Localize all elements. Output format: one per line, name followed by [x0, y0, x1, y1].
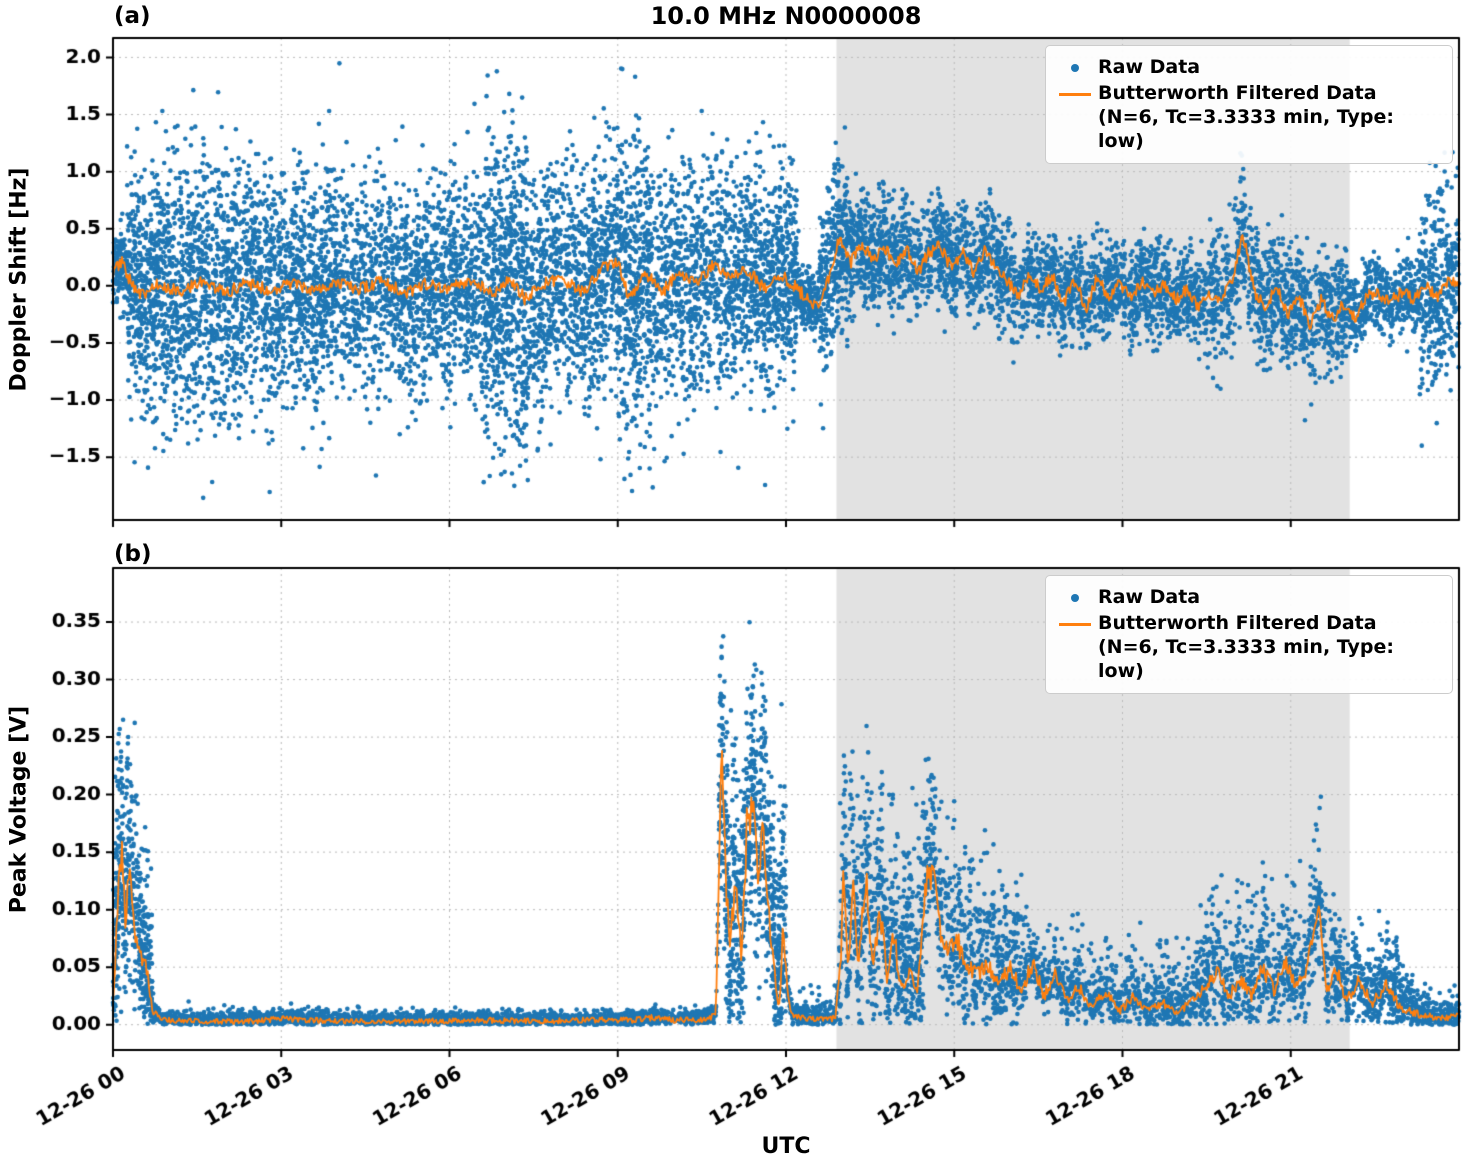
- legend-panel-a: Raw Data Butterworth Filtered Data (N=6,…: [1045, 45, 1453, 165]
- filtered-line-icon: [1059, 622, 1091, 626]
- legend-marker-cell: [1052, 586, 1098, 610]
- legend-item-raw: Raw Data: [1052, 586, 1442, 610]
- panel-a-ylabel-wrap: Doppler Shift [Hz]: [2, 38, 36, 520]
- legend-item-filtered: Butterworth Filtered Data (N=6, Tc=3.333…: [1052, 82, 1442, 153]
- legend-filtered-label-block: Butterworth Filtered Data (N=6, Tc=3.333…: [1098, 612, 1442, 683]
- legend-filtered-label-block: Butterworth Filtered Data (N=6, Tc=3.333…: [1098, 82, 1442, 153]
- filtered-line-icon: [1059, 92, 1091, 96]
- legend-panel-b: Raw Data Butterworth Filtered Data (N=6,…: [1045, 575, 1453, 695]
- legend-raw-label: Raw Data: [1098, 586, 1201, 608]
- legend-marker-cell: [1052, 56, 1098, 80]
- legend-raw-label: Raw Data: [1098, 56, 1201, 78]
- panel-b-ylabel: Peak Voltage [V]: [6, 705, 32, 913]
- legend-filtered-sublabel: (N=6, Tc=3.3333 min, Type: low): [1098, 635, 1394, 682]
- panel-b-ylabel-wrap: Peak Voltage [V]: [2, 568, 36, 1050]
- legend-filtered-label: Butterworth Filtered Data: [1098, 612, 1377, 634]
- legend-marker-cell: [1052, 612, 1098, 636]
- panel-a-label: (a): [114, 3, 151, 29]
- legend-marker-cell: [1052, 82, 1098, 106]
- raw-data-dot-icon: [1071, 594, 1079, 602]
- panel-a-ylabel: Doppler Shift [Hz]: [6, 167, 32, 391]
- x-axis-label: UTC: [761, 1134, 811, 1159]
- legend-item-filtered: Butterworth Filtered Data (N=6, Tc=3.333…: [1052, 612, 1442, 683]
- raw-data-dot-icon: [1071, 64, 1079, 72]
- panel-b-label: (b): [114, 541, 152, 567]
- legend-filtered-label: Butterworth Filtered Data: [1098, 82, 1377, 104]
- legend-filtered-sublabel: (N=6, Tc=3.3333 min, Type: low): [1098, 105, 1394, 152]
- legend-item-raw: Raw Data: [1052, 56, 1442, 80]
- figure-title: 10.0 MHz N0000008: [650, 2, 922, 30]
